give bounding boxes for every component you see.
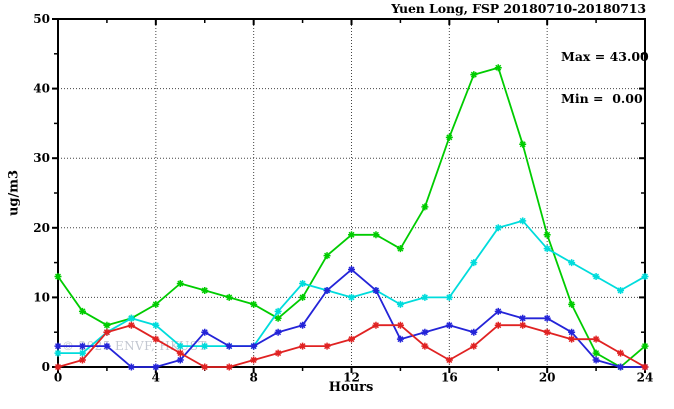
x-tick-label: 4 — [152, 371, 160, 385]
min-annotation: Min = 0.00 — [561, 91, 643, 106]
max-annotation: Max = 43.00 — [561, 49, 649, 64]
x-tick-label: 12 — [343, 371, 360, 385]
y-tick-label: 0 — [42, 360, 50, 374]
x-tick-label: 24 — [637, 371, 654, 385]
series-green-markers — [54, 64, 649, 371]
chart-title: Yuen Long, FSP 20180710-20180713 — [391, 1, 646, 16]
x-tick-label: 20 — [539, 371, 556, 385]
x-axis-label: Hours — [328, 380, 374, 395]
y-tick-label: 10 — [33, 290, 50, 304]
series-blue-markers — [54, 266, 649, 371]
y-axis-label: ug/m3 — [6, 169, 22, 217]
y-tick-label: 20 — [33, 221, 50, 235]
y-tick-label: 30 — [33, 151, 50, 165]
y-tick-label: 50 — [33, 12, 50, 26]
series-red-markers — [54, 321, 649, 371]
x-tick-label: 0 — [54, 371, 62, 385]
x-tick-label: 8 — [249, 371, 257, 385]
maxmin-annotation: Max = 43.00 Min = 0.00 — [561, 22, 649, 134]
y-tick-label: 40 — [33, 82, 50, 96]
x-tick-label: 16 — [441, 371, 458, 385]
